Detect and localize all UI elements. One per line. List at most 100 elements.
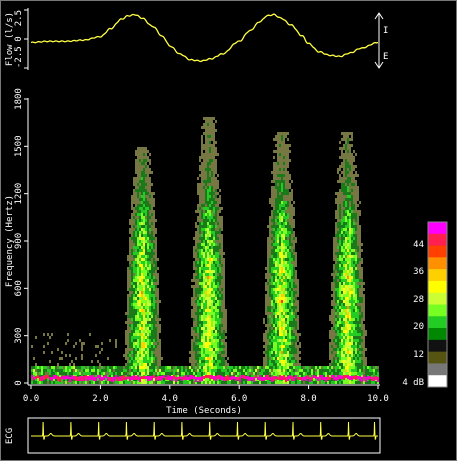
spectrogram-cell xyxy=(149,255,151,258)
spectrogram-cell xyxy=(215,336,217,339)
spectrogram-cell xyxy=(147,228,149,231)
spectrogram-cell xyxy=(339,366,341,369)
spectrogram-cell xyxy=(195,333,197,336)
spectrogram-cell xyxy=(147,237,149,240)
spectrogram-cell xyxy=(349,171,351,174)
spectrogram-cell xyxy=(137,225,139,228)
spectrogram-cell xyxy=(339,147,341,150)
spectrogram-cell xyxy=(151,345,153,348)
spectrogram-cell xyxy=(203,288,205,291)
spectrogram-cell xyxy=(225,354,227,357)
spectrogram-cell xyxy=(209,153,211,156)
spectrogram-cell xyxy=(271,192,273,195)
spectrogram-cell xyxy=(123,372,125,375)
spectrogram-cell xyxy=(223,351,225,354)
spectrogram-cell xyxy=(199,363,201,366)
spectrogram-cell xyxy=(351,189,353,192)
spectrogram-cell xyxy=(217,210,219,213)
spectrogram-cell xyxy=(349,267,351,270)
spectrogram-cell xyxy=(159,351,161,354)
spectrogram-cell xyxy=(201,162,203,165)
spectrogram-cell xyxy=(287,180,289,183)
spectrogram-cell xyxy=(289,273,291,276)
flow-panel: 2.5 0 -2.5 Flow (l/s) I E xyxy=(5,8,388,70)
spectrogram-cell xyxy=(283,195,285,198)
spectrogram-cell xyxy=(289,249,291,252)
spectrogram-cell xyxy=(149,213,151,216)
spectrogram-cell xyxy=(217,207,219,210)
spectrogram-cell xyxy=(265,381,267,384)
spectrogram-cell xyxy=(339,363,341,366)
spectrogram-cell xyxy=(135,252,137,255)
spectrogram-cell xyxy=(211,165,213,168)
spectrogram-cell xyxy=(147,261,149,264)
spectrogram-cell xyxy=(355,216,357,219)
spectrogram-cell xyxy=(211,168,213,171)
spectrogram-cell xyxy=(283,363,285,366)
spectrogram-cell xyxy=(349,321,351,324)
spectrogram-cell xyxy=(275,177,277,180)
spectrogram-cell xyxy=(279,381,281,384)
spectrogram-cell xyxy=(213,342,215,345)
spectrogram-cell xyxy=(281,261,283,264)
spectrogram-cell xyxy=(37,366,39,369)
spectrogram-cell xyxy=(309,366,311,369)
spectrogram-cell xyxy=(61,369,63,372)
spectrogram-cell xyxy=(217,294,219,297)
spectrogram-cell xyxy=(267,285,269,288)
spectrogram-cell xyxy=(169,366,171,369)
spectrogram-cell xyxy=(145,351,147,354)
spectrogram-cell xyxy=(205,381,207,384)
spectrogram-cell xyxy=(297,300,299,303)
spectrogram-cell xyxy=(279,351,281,354)
spectrogram-cell xyxy=(139,210,141,213)
spectrogram-cell xyxy=(37,378,39,381)
spectrogram-cell xyxy=(153,381,155,384)
spectrogram-cell xyxy=(115,369,117,372)
spectrogram-cell xyxy=(269,240,271,243)
spectrogram-cell xyxy=(345,186,347,189)
spectrogram-cell xyxy=(141,255,143,258)
spectrogram-cell xyxy=(299,381,301,384)
spectrogram-cell xyxy=(265,357,267,360)
spectrogram-cell xyxy=(265,297,267,300)
spectrogram-cell xyxy=(295,261,297,264)
spectrogram-cell xyxy=(119,369,121,372)
spectrogram-cell xyxy=(309,369,311,372)
spectrogram-cell xyxy=(347,189,349,192)
spectrogram-cell xyxy=(211,144,213,147)
spectrogram-cell xyxy=(145,333,147,336)
spectrogram-cell xyxy=(81,348,83,351)
spectrogram-cell xyxy=(281,228,283,231)
spectrogram-cell xyxy=(353,183,355,186)
spectrogram-cell xyxy=(193,267,195,270)
spectrogram-cell xyxy=(133,333,135,336)
spectrogram-cell xyxy=(199,330,201,333)
spectrogram-cell xyxy=(287,360,289,363)
spectrogram-cell xyxy=(205,117,207,120)
spectrogram-cell xyxy=(207,180,209,183)
spectrogram-cell xyxy=(159,345,161,348)
spectrogram-cell xyxy=(219,231,221,234)
spectrogram-cell xyxy=(293,381,295,384)
spectrogram-cell xyxy=(137,336,139,339)
spectrogram-cell xyxy=(277,243,279,246)
spectrogram-cell xyxy=(153,282,155,285)
spectrogram-cell xyxy=(155,336,157,339)
spectrogram-cell xyxy=(225,372,227,375)
spectrogram-cell xyxy=(285,324,287,327)
spectrogram-cell xyxy=(277,132,279,135)
spectrogram-cell xyxy=(199,264,201,267)
spectrogram-cell xyxy=(285,303,287,306)
spectrogram-cell xyxy=(125,351,127,354)
spectrogram-cell xyxy=(273,192,275,195)
spectrogram-cell xyxy=(337,363,339,366)
spectrogram-cell xyxy=(211,324,213,327)
spectrogram-cell xyxy=(201,126,203,129)
spectrogram-cell xyxy=(333,288,335,291)
spectrogram-cell xyxy=(235,372,237,375)
spectrogram-cell xyxy=(219,288,221,291)
spectrogram-cell xyxy=(99,381,101,384)
spectrogram-cell xyxy=(353,255,355,258)
spectrogram-cell xyxy=(341,216,343,219)
